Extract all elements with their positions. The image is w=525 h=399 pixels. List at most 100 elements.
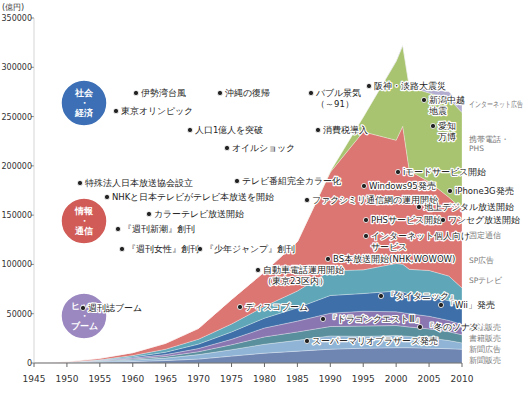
- annotation-dot: [440, 217, 445, 222]
- annotation-dot: [417, 324, 422, 329]
- x-tick-label: 1965: [154, 374, 177, 384]
- annotation-text: 沖縄の復帰: [225, 88, 270, 98]
- series-label: 新聞広告: [469, 345, 501, 354]
- series-label: SPテレビ: [469, 276, 503, 285]
- area: [34, 126, 462, 363]
- annotation-text: 週刊誌ブーム: [88, 303, 142, 313]
- x-tick-label: 2000: [385, 374, 408, 384]
- x-tick-label: 1945: [23, 374, 46, 384]
- y-tick-label: 50000: [7, 310, 32, 319]
- annotation-dot: [395, 169, 400, 174]
- annotation-text: 地上デジタル放送開始: [423, 202, 514, 212]
- category-label: 経済: [74, 108, 94, 118]
- annotation-text: スーパーマリオブラザーズ発売: [312, 336, 438, 346]
- x-tick: [132, 363, 133, 367]
- annotation-dot: [115, 226, 120, 231]
- y-tick-label: 100000: [1, 260, 32, 269]
- annotation-text: 新潟中越: [429, 95, 465, 105]
- annotation-text: Windows95発売: [369, 181, 436, 191]
- annotation-text: 伊勢湾台風: [141, 88, 186, 98]
- annotation-text: BS本放送開始(NHK,WOWOW): [333, 254, 455, 264]
- x-tick-label: 1995: [352, 374, 375, 384]
- annotation-text: NHKと日本テレビがテレビ本放送を開始: [112, 192, 274, 202]
- annotation-dot: [447, 188, 452, 193]
- annotation-dot: [361, 183, 366, 188]
- areas: [34, 45, 462, 363]
- annotation-dot: [133, 90, 138, 95]
- annotation-dot: [187, 127, 192, 132]
- annotation-text: バブル景気: [315, 88, 361, 98]
- annotation-dot: [438, 302, 443, 307]
- annotation-text: 万博: [438, 132, 456, 142]
- x-tick-label: 1990: [319, 374, 342, 384]
- category-label: 情報: [74, 206, 94, 216]
- annotation-text: 阪神・淡路大震災: [374, 81, 446, 91]
- annotation-text: サービス: [371, 242, 407, 252]
- annotation-dot: [416, 204, 421, 209]
- y-tick-label: 300000: [1, 63, 32, 72]
- category-badge: [61, 293, 107, 339]
- x-tick: [34, 363, 35, 367]
- series-label: 書籍販売: [469, 334, 501, 343]
- annotation-text: カラーテレビ放送開始: [154, 209, 244, 219]
- x-tick: [297, 363, 298, 367]
- annotation-dot: [421, 97, 426, 102]
- y-axis-line: [34, 18, 35, 363]
- category-label: ・: [80, 216, 89, 226]
- annotation-text: 『週刊新潮』創刊: [123, 224, 195, 234]
- x-tick: [264, 363, 265, 367]
- annotation-dot: [104, 194, 109, 199]
- annotation-dot: [430, 123, 435, 128]
- annotation-dot: [237, 304, 242, 309]
- series-label: インターネット広告: [469, 100, 523, 109]
- series-label: SP広告: [469, 256, 494, 265]
- series-label: 携帯電話・PHS: [469, 135, 509, 153]
- annotation-text: （～91）: [316, 99, 354, 109]
- annotation-dot: [146, 211, 151, 216]
- annotation-text: 消費税導入: [323, 125, 368, 135]
- annotation-dot: [308, 90, 313, 95]
- annotation-text: 『ドラゴンクエストⅢ』: [328, 314, 424, 324]
- annotation-text: ファクシミリ通信網の運用開始: [312, 195, 438, 205]
- x-tick-label: 1955: [88, 374, 111, 384]
- annotation-dot: [304, 197, 309, 202]
- annotation-dot: [363, 233, 368, 238]
- category-badge: [61, 80, 107, 126]
- annotation-text: （東京23区内）: [263, 276, 328, 286]
- annotation-dot: [320, 316, 325, 321]
- category-label: ・: [80, 98, 89, 108]
- annotation-text: インターネット個人向け: [371, 231, 470, 241]
- x-tick: [165, 363, 166, 367]
- annotation-text: テレビ番組完全カラー化: [242, 176, 341, 186]
- x-tick-label: 1980: [253, 374, 276, 384]
- annotation-dot: [224, 145, 229, 150]
- annotation-text: iモードサービス開始: [403, 167, 486, 177]
- annotation-dot: [315, 127, 320, 132]
- annotation-dot: [366, 83, 371, 88]
- annotation-dot: [325, 256, 330, 261]
- series-label-line: 携帯電話・: [469, 135, 509, 144]
- annotation-text: 『週刊女性』創刊: [127, 244, 199, 254]
- x-tick: [66, 363, 67, 367]
- annotation-dot: [255, 267, 260, 272]
- x-tick: [462, 363, 463, 367]
- x-tick: [429, 363, 430, 367]
- annotation-dot: [197, 246, 202, 251]
- annotation-dot: [80, 305, 85, 310]
- category-label: 社会: [74, 88, 94, 98]
- annotation-text: 人口1億人を突破: [195, 125, 263, 135]
- annotations: 社会・経済伊勢湾台風東京オリンピック沖縄の復帰人口1億人を突破オイルショックバブ…: [61, 80, 520, 346]
- series-label-line: PHS: [469, 144, 484, 153]
- y-axis-label: (億円): [2, 3, 24, 12]
- x-axis-line: [34, 363, 462, 364]
- chart: (億円)050000100000150000200000250000300000…: [0, 0, 525, 399]
- x-tick-label: 2010: [451, 374, 474, 384]
- annotation-dot: [363, 217, 368, 222]
- x-tick-label: 1970: [187, 374, 210, 384]
- y-tick-label: 150000: [1, 211, 32, 220]
- annotation-text: オイルショック: [232, 143, 295, 153]
- annotation-dot: [217, 90, 222, 95]
- annotation-dot: [378, 293, 383, 298]
- annotation-dot: [119, 246, 124, 251]
- annotation-dot: [304, 338, 309, 343]
